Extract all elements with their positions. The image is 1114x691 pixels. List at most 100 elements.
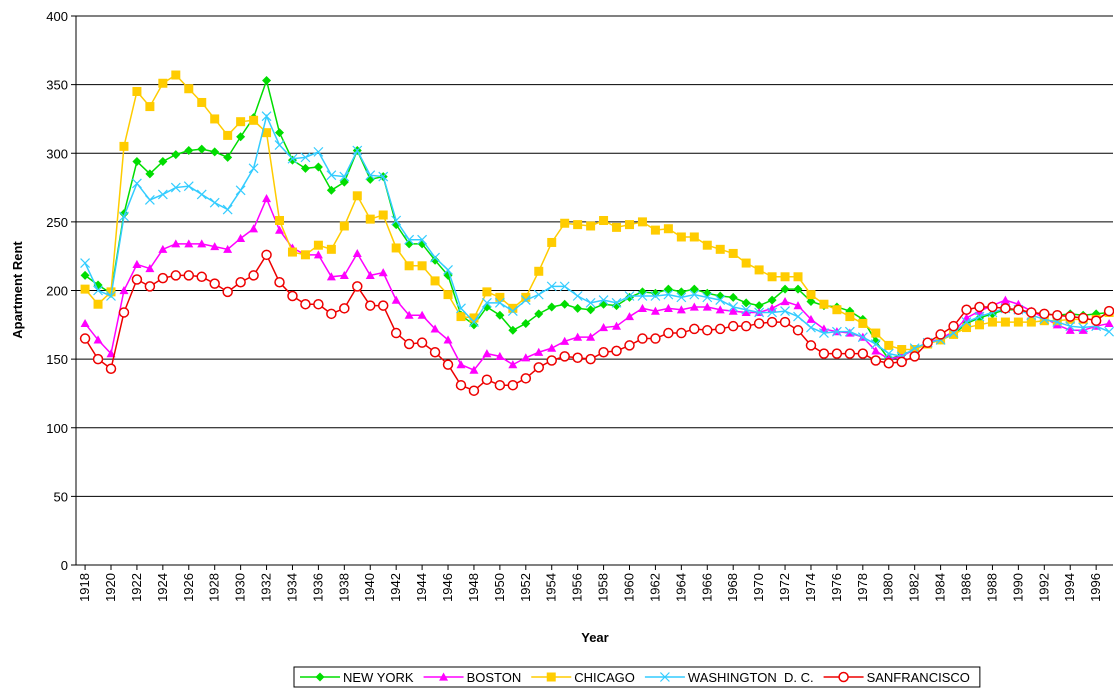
marker	[469, 317, 479, 327]
legend-label: NEW YORK	[343, 670, 414, 685]
series	[79, 249, 1114, 396]
marker	[131, 178, 142, 189]
x-tick-label: 1964	[673, 573, 688, 602]
marker	[676, 292, 687, 303]
marker	[871, 328, 881, 338]
marker	[210, 114, 220, 124]
x-tick-label: 1948	[466, 573, 481, 602]
marker	[1090, 315, 1102, 326]
marker	[249, 224, 259, 233]
x-tick-label: 1968	[725, 573, 740, 602]
marker	[637, 217, 647, 227]
marker	[612, 321, 622, 330]
marker	[236, 117, 246, 127]
y-tick-label: 350	[46, 78, 68, 93]
marker	[922, 337, 933, 348]
marker	[727, 320, 739, 332]
marker	[326, 185, 336, 195]
legend-label: SANFRANCISCO	[867, 670, 970, 685]
marker	[262, 76, 272, 86]
x-tick-label: 1932	[259, 573, 274, 602]
marker	[80, 270, 90, 280]
marker	[275, 128, 285, 138]
marker	[184, 239, 194, 248]
marker	[326, 272, 336, 281]
marker	[106, 349, 116, 358]
marker	[158, 156, 168, 166]
x-tick-label: 1988	[984, 573, 999, 602]
marker	[624, 292, 634, 302]
series-line	[84, 74, 1110, 351]
marker	[105, 363, 117, 374]
marker	[390, 327, 402, 339]
marker	[974, 301, 985, 313]
legend-label: CHICAGO	[574, 670, 635, 685]
marker	[1039, 316, 1049, 326]
marker	[157, 272, 169, 284]
marker	[184, 146, 194, 156]
marker	[235, 277, 246, 288]
marker	[910, 345, 920, 355]
marker	[197, 144, 207, 154]
marker	[883, 348, 894, 359]
marker	[313, 298, 324, 310]
marker	[352, 248, 362, 258]
x-tick-label: 1960	[621, 573, 636, 602]
marker	[663, 284, 673, 294]
marker	[248, 163, 259, 174]
marker	[624, 220, 634, 230]
marker	[637, 291, 648, 301]
y-tick-label: 150	[46, 352, 68, 367]
marker	[171, 70, 181, 80]
marker	[157, 189, 168, 200]
marker	[599, 323, 609, 332]
marker	[443, 335, 453, 344]
marker	[106, 291, 116, 301]
marker	[236, 233, 246, 242]
marker	[507, 379, 519, 391]
x-tick-label: 1950	[492, 573, 507, 602]
marker	[274, 277, 285, 288]
marker	[1026, 307, 1037, 318]
marker	[1104, 318, 1114, 328]
legend-box	[293, 666, 981, 688]
marker	[404, 239, 414, 249]
marker	[586, 221, 596, 231]
marker	[456, 360, 466, 369]
marker	[417, 234, 428, 245]
marker	[974, 311, 985, 322]
marker	[741, 298, 751, 308]
marker	[884, 340, 894, 350]
marker	[663, 224, 673, 234]
marker	[637, 303, 647, 312]
marker	[754, 265, 764, 275]
x-tick-label: 1970	[751, 573, 766, 602]
y-axis-label: Apartment Rent	[10, 241, 25, 339]
marker	[430, 276, 440, 286]
marker	[793, 301, 803, 310]
marker	[663, 327, 674, 339]
marker	[520, 295, 531, 306]
marker	[442, 359, 454, 370]
marker	[482, 287, 492, 297]
marker	[287, 247, 297, 257]
marker	[883, 357, 894, 369]
x-tick-label: 1974	[803, 573, 818, 602]
marker	[80, 258, 90, 268]
marker	[404, 234, 415, 245]
marker	[145, 102, 155, 112]
marker	[547, 237, 557, 247]
marker	[300, 250, 310, 260]
marker	[416, 337, 428, 348]
marker	[430, 252, 440, 263]
marker	[637, 333, 648, 344]
marker	[274, 140, 285, 150]
marker	[676, 327, 687, 339]
marker	[546, 355, 557, 366]
marker	[871, 346, 881, 355]
x-tick-label: 1922	[129, 573, 144, 602]
marker	[1064, 311, 1076, 322]
marker	[391, 243, 401, 253]
marker	[1065, 321, 1076, 332]
marker	[1078, 325, 1088, 334]
